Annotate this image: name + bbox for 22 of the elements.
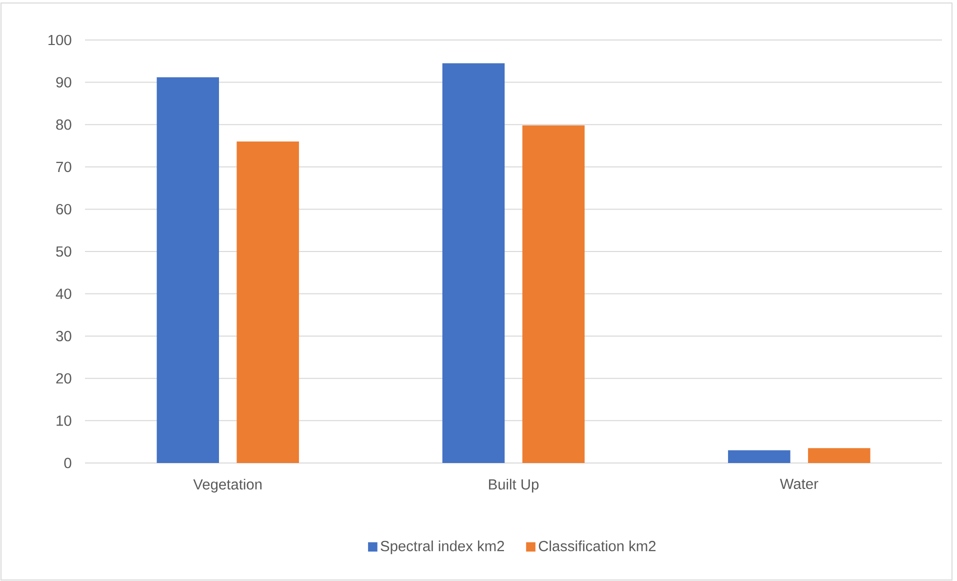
y-tick-label: 0 <box>64 458 72 468</box>
legend-label: Classification km2 <box>538 540 656 552</box>
legend-label: Spectral index km2 <box>380 540 504 554</box>
x-tick-label: Built Up <box>489 478 539 492</box>
y-tick-label: 60 <box>56 204 72 214</box>
y-tick-label: 100 <box>48 34 72 46</box>
bar <box>442 63 505 463</box>
bar <box>728 450 790 463</box>
y-tick-label: 20 <box>56 373 72 384</box>
y-tick-label: 70 <box>56 162 72 172</box>
y-tick-label: 90 <box>56 77 72 88</box>
y-tick-label: 30 <box>56 330 72 342</box>
y-tick-label: 50 <box>56 246 72 257</box>
bar <box>156 77 219 463</box>
y-tick-label: 10 <box>56 416 72 426</box>
x-tick-label: Water <box>780 478 818 490</box>
y-tick-label: 40 <box>56 288 72 299</box>
bar <box>522 125 585 463</box>
bar <box>808 448 870 463</box>
y-tick-label: 80 <box>56 119 72 130</box>
bar <box>236 142 299 463</box>
x-tick-label: Vegetation <box>193 478 262 492</box>
